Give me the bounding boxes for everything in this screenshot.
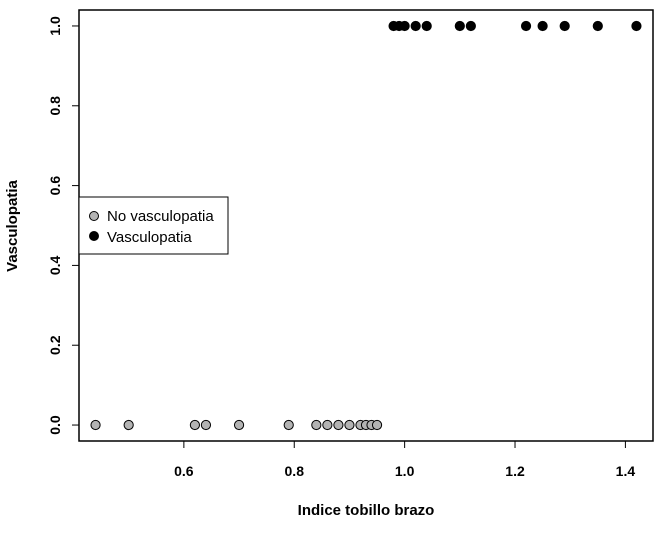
data-point-vasculopatia — [559, 20, 570, 32]
data-point-vasculopatia — [421, 20, 432, 32]
legend: No vasculopatia Vasculopatia — [78, 196, 229, 255]
y-axis: 0.0 0.2 0.4 0.6 0.8 1.0 — [47, 16, 80, 435]
x-tick-label: 1.0 — [395, 463, 415, 479]
legend-marker-no-vasculopatia — [89, 211, 99, 221]
data-point-no-vasculopatia — [283, 419, 294, 431]
legend-label-no-vasculopatia: No vasculopatia — [107, 208, 214, 225]
data-point-vasculopatia — [631, 20, 642, 32]
data-point-no-vasculopatia — [90, 419, 101, 431]
y-axis-title: Vasculopatia — [4, 179, 21, 271]
legend-box — [78, 196, 229, 255]
data-point-no-vasculopatia — [233, 419, 245, 431]
x-tick-label: 1.2 — [505, 463, 525, 479]
legend-marker-vasculopatia — [89, 231, 99, 241]
data-point-vasculopatia — [410, 20, 421, 32]
x-tick-label: 1.4 — [616, 463, 636, 479]
x-tick-label: 0.8 — [285, 463, 305, 479]
data-point-vasculopatia — [465, 20, 476, 32]
data-point-vasculopatia — [454, 20, 465, 32]
data-point-vasculopatia — [537, 20, 548, 32]
data-point-no-vasculopatia — [322, 419, 333, 431]
data-point-no-vasculopatia — [333, 419, 344, 431]
data-point-no-vasculopatia — [371, 419, 383, 431]
y-tick-label: 1.0 — [47, 16, 63, 36]
data-point-no-vasculopatia — [200, 419, 212, 431]
data-point-no-vasculopatia — [123, 419, 134, 431]
data-point-vasculopatia — [592, 20, 603, 32]
x-axis-title: Indice tobillo brazo — [298, 502, 435, 519]
data-points — [90, 20, 642, 431]
y-tick-label: 0.2 — [47, 335, 63, 355]
data-point-vasculopatia — [399, 20, 410, 32]
y-tick-label: 0.6 — [47, 176, 63, 196]
x-axis: 0.6 0.8 1.0 1.2 1.4 — [174, 440, 636, 479]
data-point-vasculopatia — [520, 20, 532, 32]
y-tick-label: 0.4 — [47, 255, 63, 275]
data-point-no-vasculopatia — [189, 419, 201, 431]
data-point-no-vasculopatia — [311, 419, 322, 431]
x-tick-label: 0.6 — [174, 463, 194, 479]
legend-label-vasculopatia: Vasculopatia — [107, 229, 192, 246]
y-tick-label: 0.8 — [47, 96, 63, 116]
y-tick-label: 0.0 — [47, 415, 63, 435]
data-point-no-vasculopatia — [344, 419, 355, 431]
